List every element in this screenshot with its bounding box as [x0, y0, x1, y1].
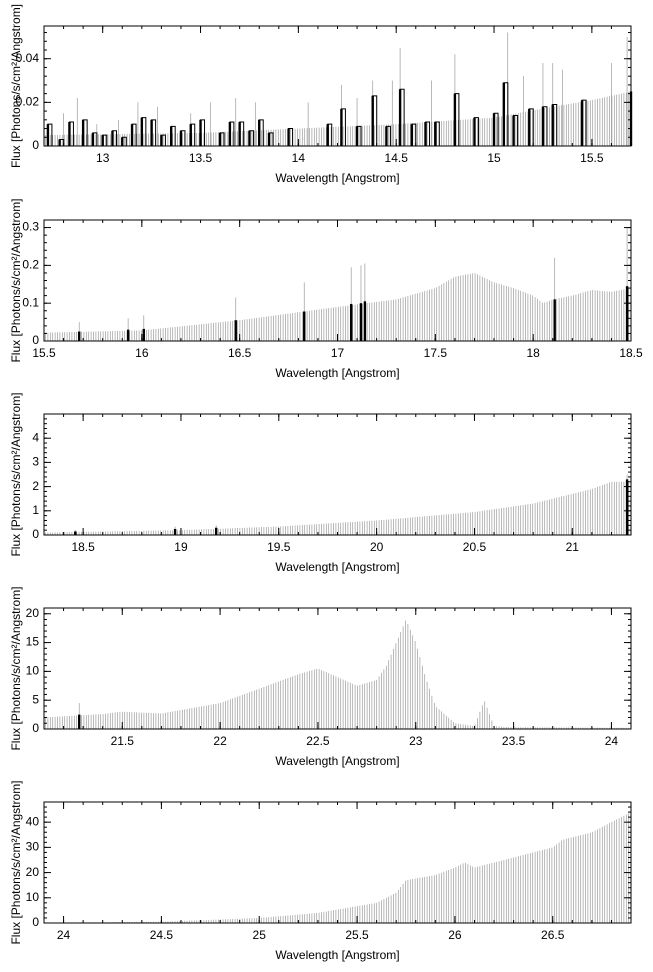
x-tick-label: 20	[370, 540, 384, 554]
x-tick-label: 24.5	[150, 928, 174, 942]
flux-bar	[625, 286, 629, 341]
sensitivity-bars	[45, 813, 630, 923]
x-tick-label: 17.5	[424, 346, 448, 360]
x-tick-label: 16	[135, 346, 149, 360]
flux-bar	[303, 311, 306, 341]
y-tick-label: 0.04	[16, 51, 40, 65]
x-tick-label: 14	[292, 151, 306, 165]
y-axis-label: Flux [Photons/s/cm²/Angstrom]	[9, 4, 23, 168]
y-tick-label: 0.02	[16, 95, 40, 109]
flux-bar	[234, 320, 237, 341]
flux-bar	[625, 479, 629, 535]
x-tick-label: 26	[448, 928, 462, 942]
chart-panel-1: 13 13.5 14 14.5 15 15.5 0 0.02 0.04 Wavelength [A…	[9, 4, 633, 185]
x-tick-label: 15	[487, 151, 501, 165]
flux-bar	[126, 329, 130, 341]
y-tick-label: 10	[26, 890, 40, 904]
flux-step-outline	[44, 82, 632, 147]
plot-frame	[43, 801, 632, 924]
y-tick-label: 10	[26, 664, 40, 678]
x-tick-label: 22	[213, 734, 227, 748]
x-tick-label: 25.5	[345, 928, 369, 942]
x-tick-label: 21	[566, 540, 580, 554]
x-tick-label: 20.5	[463, 540, 487, 554]
y-axis-label: Flux [Photons/s/cm²/Angstrom]	[9, 586, 23, 750]
x-axis-label: Wavelength [Angstrom]	[275, 171, 399, 185]
plot-frame	[43, 219, 632, 342]
flux-bar	[74, 531, 77, 535]
y-tick-label: 2	[32, 479, 39, 493]
y-tick-label: 40	[26, 814, 40, 828]
chart-panel-4: 21.5 22 22.5 23 23.5 24 0 5 10 15 20 Wavelength [An…	[9, 586, 632, 768]
sensitivity-bars	[45, 481, 630, 535]
y-tick-label: 3	[32, 455, 39, 469]
y-tick-label: 0.3	[22, 220, 39, 234]
y-tick-label: 1	[32, 503, 39, 517]
x-tick-label: 22.5	[306, 734, 330, 748]
x-axis-label: Wavelength [Angstrom]	[275, 948, 399, 962]
flux-bar	[78, 714, 81, 729]
x-tick-label: 21.5	[111, 734, 135, 748]
y-tick-label: 0.1	[22, 295, 39, 309]
x-tick-label: 19.5	[267, 540, 291, 554]
y-tick-label: 30	[26, 840, 40, 854]
x-tick-label: 14.5	[385, 151, 409, 165]
x-tick-label: 23.5	[502, 734, 526, 748]
flux-bar	[214, 527, 218, 535]
x-axis-label: Wavelength [Angstrom]	[275, 560, 399, 574]
chart-panel-3: 18.5 19 19.5 20 20.5 21 0 1 2 3 4 Wavelength [Angst…	[9, 392, 632, 574]
x-tick-label: 24	[605, 734, 619, 748]
x-tick-label: 19	[174, 540, 188, 554]
chart-panel-2: 15.5 16 16.5 17 17.5 18 18.5 0 0.1 0.2 0.3 Waveleng…	[9, 198, 643, 380]
x-tick-label: 23	[409, 734, 423, 748]
y-tick-label: 4	[32, 430, 39, 444]
y-axis-label: Flux [Photons/s/cm²/Angstrom]	[9, 392, 23, 556]
y-tick-label: 0	[32, 527, 39, 541]
plot-frame	[43, 413, 632, 536]
x-tick-label: 25	[253, 928, 267, 942]
x-tick-label: 13.5	[189, 151, 213, 165]
flux-bar	[349, 303, 353, 341]
y-tick-label: 20	[26, 606, 40, 620]
x-tick-label: 13	[96, 151, 110, 165]
x-tick-label: 16.5	[228, 346, 252, 360]
x-tick-label: 18.5	[619, 346, 643, 360]
x-axis-label: Wavelength [Angstrom]	[275, 366, 399, 380]
flux-bar	[173, 528, 177, 535]
x-tick-label: 17	[331, 346, 345, 360]
x-tick-label: 15.5	[580, 151, 604, 165]
chart-panel-5: 24 24.5 25 25.5 26 26.5 0 10 20 30 40 Wavelength [A…	[9, 780, 632, 962]
y-tick-label: 0	[32, 721, 39, 735]
y-tick-label: 20	[26, 865, 40, 879]
y-tick-label: 0	[32, 138, 39, 152]
y-axis-label: Flux [Photons/s/cm²/Angstrom]	[9, 780, 23, 944]
y-tick-label: 5	[32, 692, 39, 706]
x-tick-label: 15.5	[32, 346, 56, 360]
x-tick-label: 24	[57, 928, 71, 942]
x-tick-label: 18.5	[71, 540, 95, 554]
flux-bar	[363, 301, 367, 341]
y-tick-label: 15	[26, 635, 40, 649]
sensitivity-bars	[45, 620, 630, 729]
x-tick-label: 18	[526, 346, 540, 360]
flux-bar	[142, 328, 145, 341]
y-axis-label: Flux [Photons/s/cm²/Angstrom]	[9, 198, 23, 362]
flux-bar	[553, 299, 556, 341]
y-tick-label: 0	[32, 333, 39, 347]
y-tick-label: 0	[32, 915, 39, 929]
flux-bar	[359, 303, 363, 341]
x-axis-label: Wavelength [Angstrom]	[275, 754, 399, 768]
x-tick-label: 26.5	[541, 928, 565, 942]
flux-bar	[78, 331, 81, 341]
plot-frame	[43, 607, 632, 730]
y-tick-label: 0.2	[22, 258, 39, 272]
sensitivity-bars	[45, 273, 630, 341]
